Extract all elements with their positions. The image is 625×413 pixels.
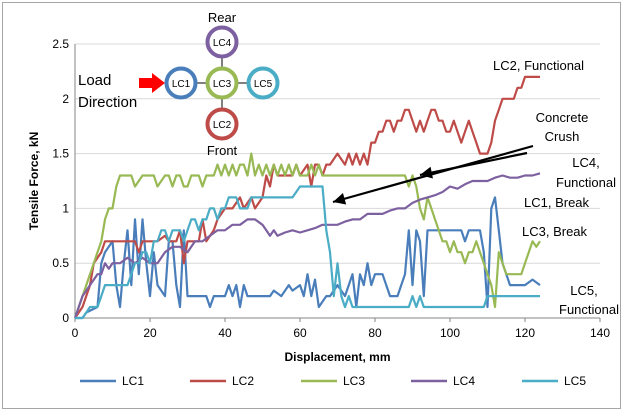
x-tick-label: 140: [590, 326, 610, 340]
load-label: Load: [78, 72, 111, 89]
diagram-node-lc5: [246, 66, 280, 100]
legend: LC1 LC2 LC3 LC4 LC5: [80, 374, 586, 388]
legend-label-lc4: LC4: [453, 374, 475, 388]
lc5-annotation-line1: LC5,: [570, 283, 597, 298]
front-label: Front: [207, 143, 238, 158]
chart-frame: [2, 2, 621, 409]
y-tick-label: 1: [62, 201, 69, 215]
diagram-node-lc4: [205, 25, 239, 59]
load-direction-arrow: [139, 73, 165, 93]
diagram-node-label-lc2: LC2: [213, 120, 232, 131]
legend-label-lc5: LC5: [564, 374, 586, 388]
rear-label: Rear: [208, 10, 237, 25]
x-tick-label: 100: [440, 326, 460, 340]
series-line-lc3: [73, 152, 541, 319]
y-tick-label: 0.5: [52, 256, 69, 270]
concrete-crush-line1: Concrete: [536, 110, 589, 125]
x-tick-label: 80: [368, 326, 382, 340]
lc5-annotation-line2: Functional: [559, 302, 619, 317]
x-tick-label: 120: [515, 326, 535, 340]
lc3-annotation: LC3, Break: [522, 224, 588, 239]
concrete-crush-line2: Crush: [545, 129, 580, 144]
direction-label: Direction: [78, 94, 137, 111]
y-axis-title: Tensile Force, kN: [27, 132, 41, 230]
legend-label-lc1: LC1: [122, 374, 144, 388]
diagram-node-lc1: [164, 66, 198, 100]
series-line-lc2: [74, 75, 540, 319]
x-tick-label: 60: [293, 326, 307, 340]
series-group: [73, 75, 541, 320]
series-line-lc5: [75, 185, 540, 320]
diagram-node-lc3: [205, 66, 239, 100]
diagram-node-label-lc1: LC1: [172, 79, 191, 90]
legend-label-lc2: LC2: [232, 374, 254, 388]
diagram-node-lc2: [205, 107, 239, 141]
series-line-lc1: [75, 196, 541, 320]
annotations: LC2, Functional Concrete Crush LC4, Function…: [78, 10, 619, 317]
lc4-annotation-line1: LC4,: [572, 155, 599, 170]
y-tick-label: 1.5: [52, 147, 69, 161]
legend-label-lc3: LC3: [343, 374, 365, 388]
x-tick-label: 20: [143, 326, 157, 340]
diagram-node-label-lc3: LC3: [213, 79, 232, 90]
crush-arrow-lc3: [419, 151, 528, 177]
crush-arrow-lc3-head: [420, 166, 433, 179]
axes: 0 0.5 1 1.5 2 2.5 0 20 40 60 80 100 120 140 Displaceme…: [27, 37, 610, 364]
lc4-annotation-line2: Functional: [556, 175, 616, 190]
lc2-annotation: LC2, Functional: [493, 58, 584, 73]
y-tick-label: 2.5: [52, 37, 69, 51]
series-line-lc4: [73, 172, 541, 319]
crush-arrow-lc5-head: [333, 192, 347, 205]
diagram-node-label-lc4: LC4: [213, 38, 232, 49]
diagram-node-label-lc5: LC5: [254, 79, 273, 90]
y-tick-label: 2: [62, 92, 69, 106]
crush-arrow-lc5: [332, 144, 534, 204]
x-axis-title: Displacement, mm: [284, 350, 390, 364]
lc1-annotation: LC1, Break: [524, 195, 590, 210]
x-tick-label: 40: [218, 326, 232, 340]
y-tick-label: 0: [62, 311, 69, 325]
x-tick-label: 0: [72, 326, 79, 340]
